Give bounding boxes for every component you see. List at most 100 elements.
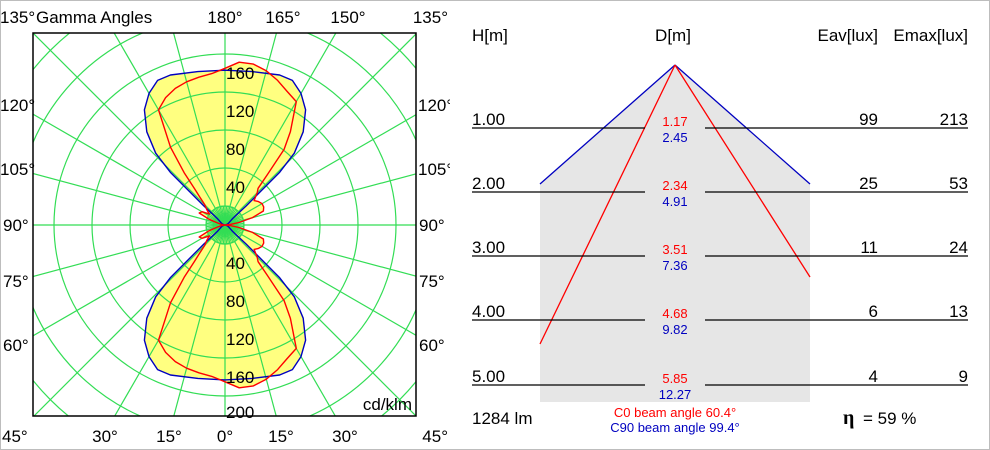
- angle-grid-spoke: [224, 224, 416, 416]
- header-eav: Eav[lux]: [818, 26, 878, 45]
- polar-outlines: [143, 61, 307, 389]
- diameter-c90: 9.82: [662, 322, 687, 337]
- radial-tick-lower: 80: [226, 292, 245, 311]
- angle-label-left-60: 60°: [3, 336, 29, 355]
- luminous-flux: 1284 lm: [472, 409, 532, 428]
- angle-grid-spoke-fine: [216, 207, 226, 226]
- curve-c0: [157, 61, 297, 389]
- radial-tick-upper: 160: [226, 64, 254, 83]
- angle-grid-spoke-fine: [213, 224, 226, 241]
- height-value: 4.00: [472, 302, 505, 321]
- height-value: 3.00: [472, 238, 505, 257]
- emax-value: 24: [949, 238, 968, 257]
- unit-label: cd/klm: [363, 395, 412, 414]
- angle-grid-spoke-fine: [222, 224, 226, 244]
- diameter-c0: 3.51: [662, 242, 687, 257]
- c90-beam-line-right: [674, 64, 811, 185]
- header-height: H[m]: [472, 26, 508, 45]
- angle-grid-spoke: [113, 33, 226, 226]
- angle-grid-spoke: [33, 172, 226, 226]
- angle-grid-spoke: [224, 224, 277, 416]
- angle-label-top-right: 135°: [413, 8, 448, 27]
- angle-grid-spoke: [224, 33, 278, 226]
- diameter-c0: 5.85: [662, 371, 687, 386]
- angle-grid-spoke: [172, 33, 226, 226]
- table-row: 2.00 2.344.91 25 53: [472, 174, 968, 209]
- c90-beam-angle: C90 beam angle 99.4°: [610, 420, 740, 435]
- angle-grid-spoke: [33, 224, 226, 278]
- radial-tick-upper: 120: [226, 102, 254, 121]
- angle-label-left-105: 105°: [0, 160, 35, 179]
- diameter-c0: 1.17: [662, 114, 687, 129]
- cone-shade: [540, 65, 810, 402]
- table-row: 3.00 3.517.36 11 24: [472, 238, 968, 273]
- emax-value: 53: [949, 174, 968, 193]
- curve-c90: [143, 69, 307, 381]
- diameter-c90: 4.91: [662, 194, 687, 209]
- angle-grid-spoke: [33, 224, 226, 337]
- angle-label-left-120: 120°: [0, 96, 35, 115]
- emax-value: 213: [940, 110, 968, 129]
- diameter-c0: 4.68: [662, 306, 687, 321]
- angle-grid-spoke: [173, 224, 226, 416]
- angle-grid-spoke: [224, 224, 336, 416]
- angle-grid-spoke: [114, 224, 226, 416]
- table-row: 4.00 4.689.82 6 13: [472, 302, 968, 337]
- angle-grid-spoke-fine: [224, 209, 237, 226]
- angle-label-top-180: 180°: [207, 8, 242, 27]
- angle-grid-spoke: [33, 113, 226, 226]
- angle-label-top-left: 135°: [0, 8, 35, 27]
- angle-label-right-90: 90°: [419, 216, 445, 235]
- angle-label-bottom-45-right: 45°: [422, 427, 448, 446]
- angle-label-bottom-30-left: 30°: [92, 427, 118, 446]
- height-value: 5.00: [472, 367, 505, 386]
- emax-value: 9: [959, 367, 968, 386]
- polar-diagram: 40 40 80 80 120 120 160 160 200 cd/klm 135° Gamm…: [0, 8, 450, 446]
- eav-value: 25: [859, 174, 878, 193]
- angle-grid-spoke-fine: [212, 210, 226, 226]
- angle-grid-spoke: [224, 224, 416, 336]
- angle-label-right-105: 105°: [418, 160, 450, 179]
- angle-label-left-90: 90°: [3, 216, 29, 235]
- header-diameter: D[m]: [655, 26, 691, 45]
- angle-label-top-165: 165°: [265, 8, 300, 27]
- c0-beam-line-left: [539, 64, 676, 345]
- angle-grid-spoke-fine: [221, 206, 226, 226]
- radial-tick-lower: 200: [226, 403, 254, 422]
- c90-beam-line-left: [539, 64, 676, 185]
- polar-grid: [33, 33, 416, 416]
- angle-label-top-150: 150°: [330, 8, 365, 27]
- diameter-c90: 12.27: [659, 387, 692, 402]
- angle-grid-spoke: [224, 173, 416, 226]
- angle-label-right-60: 60°: [419, 336, 445, 355]
- angle-label-right-75: 75°: [419, 272, 445, 291]
- height-value: 1.00: [472, 110, 505, 129]
- angle-label-bottom-30-right: 30°: [332, 427, 358, 446]
- eav-value: 4: [869, 367, 878, 386]
- eav-value: 99: [859, 110, 878, 129]
- angle-grid-spoke-fine: [224, 206, 228, 226]
- radial-tick-upper: 80: [226, 140, 245, 159]
- efficiency-symbol: η: [843, 407, 854, 429]
- angle-grid-spoke-fine: [224, 224, 229, 244]
- polar-title: Gamma Angles: [36, 8, 152, 27]
- emax-value: 13: [949, 302, 968, 321]
- angle-grid-spoke: [224, 224, 416, 277]
- height-value: 2.00: [472, 174, 505, 193]
- table-row: 1.00 1.172.45 99 213: [472, 110, 968, 145]
- radial-tick-lower: 160: [226, 368, 254, 387]
- radial-tick-lower: 40: [226, 254, 245, 273]
- angle-grid-spoke: [224, 114, 416, 226]
- radial-tick-labels: 40 40 80 80 120 120 160 160 200: [226, 64, 254, 422]
- angle-label-bottom-45-left: 45°: [2, 427, 28, 446]
- c0-beam-line-right: [674, 64, 811, 278]
- eav-value: 11: [860, 238, 878, 257]
- angle-grid-spoke: [224, 33, 337, 226]
- angle-label-bottom-0: 0°: [217, 427, 233, 446]
- angle-label-left-75: 75°: [3, 272, 29, 291]
- angle-grid-spoke: [33, 33, 226, 226]
- radial-tick-lower: 120: [226, 330, 254, 349]
- angle-grid-spoke: [33, 224, 226, 416]
- angle-grid-spoke-fine: [224, 224, 234, 243]
